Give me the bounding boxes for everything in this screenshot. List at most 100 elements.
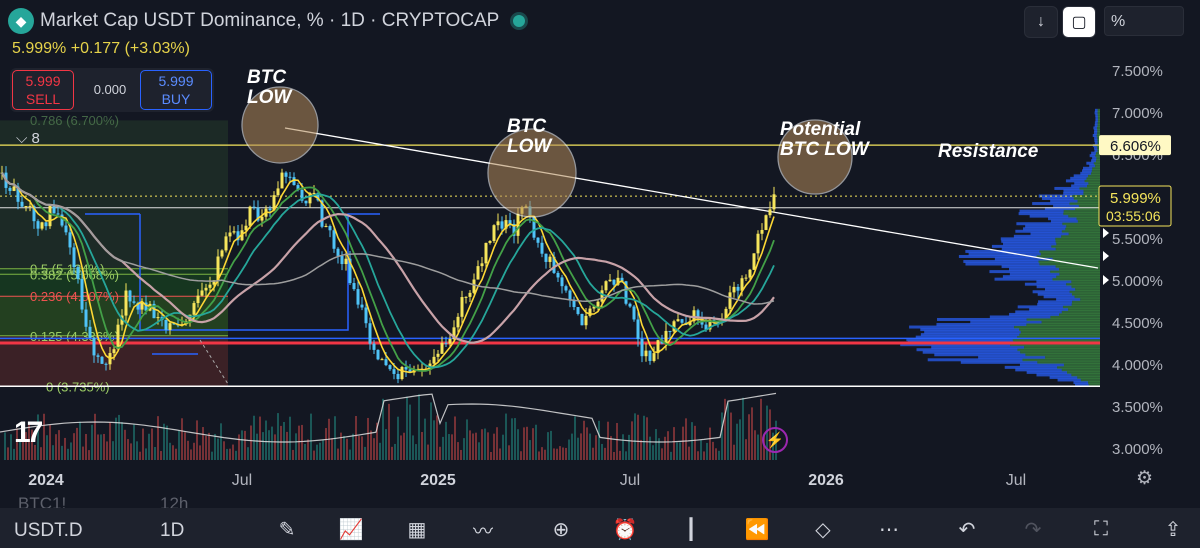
- volume-profile-bar: [1025, 353, 1100, 357]
- sell-label: SELL: [25, 91, 61, 107]
- volume-profile-bar: [965, 262, 1040, 266]
- indicators-toggle[interactable]: ⌵ 8: [16, 130, 40, 147]
- volume-bar: [190, 449, 192, 460]
- candle-body: [360, 304, 364, 308]
- alert-clock-icon[interactable]: ⏰: [612, 518, 638, 541]
- sell-button[interactable]: 5.999 SELL: [12, 70, 74, 110]
- volume-bar: [508, 445, 510, 460]
- volume-profile-bar: [1091, 151, 1097, 155]
- volume-bar: [622, 434, 624, 460]
- candle-body: [296, 185, 300, 190]
- volume-bar: [478, 442, 480, 460]
- indicators-icon[interactable]: 📈: [338, 518, 364, 541]
- volume-bar: [109, 422, 111, 460]
- redo-icon[interactable]: ↷: [1024, 518, 1042, 541]
- volume-bar: [319, 442, 321, 460]
- layers-icon[interactable]: ◇: [815, 518, 831, 541]
- volume-profile-bar: [915, 335, 1018, 339]
- volume-bar: [424, 418, 426, 460]
- volume-profile-bar: [1061, 368, 1100, 372]
- candle-body: [760, 229, 764, 234]
- candle-body: [116, 324, 120, 350]
- volume-bar: [379, 442, 381, 460]
- volume-profile-bar: [1038, 300, 1073, 304]
- volume-profile-bar: [1063, 212, 1100, 216]
- volume-profile-bar: [1026, 370, 1068, 374]
- volume-bar: [544, 449, 546, 460]
- volume-profile-bar: [1073, 380, 1089, 384]
- candle-body: [604, 281, 608, 291]
- volume-profile-bar: [1095, 118, 1098, 122]
- volume-bar: [739, 419, 741, 460]
- compare-icon[interactable]: 〰: [473, 520, 493, 543]
- volume-bar: [517, 429, 519, 460]
- replay-icon[interactable]: ⏪: [744, 518, 770, 541]
- last-price: 5.999%: [12, 40, 67, 57]
- gear-icon[interactable]: ⚙: [1136, 468, 1154, 489]
- volume-profile-bar: [1059, 267, 1100, 271]
- candle-body: [436, 353, 440, 357]
- volume-bar: [292, 449, 294, 460]
- lightning-icon[interactable]: ⚡: [762, 427, 788, 453]
- volume-profile-bar: [1036, 373, 1072, 377]
- more-icon[interactable]: ⋯: [879, 518, 899, 541]
- volume-bar: [385, 429, 387, 460]
- candle-body: [200, 290, 204, 296]
- volume-profile-bar: [1036, 254, 1100, 258]
- volume-profile-bar: [1097, 128, 1100, 132]
- undo-icon[interactable]: ↶: [958, 518, 976, 541]
- volume-bar: [655, 429, 657, 460]
- bottom-toolbar: [0, 508, 1200, 548]
- download-icon[interactable]: ↓: [1024, 6, 1058, 38]
- volume-bar: [400, 435, 402, 460]
- templates-grid-icon[interactable]: ▦: [407, 518, 427, 541]
- volume-bar: [412, 435, 414, 460]
- fullscreen-icon[interactable]: ⛶: [1094, 517, 1108, 540]
- volume-bar: [139, 451, 141, 460]
- timeframe-button[interactable]: 1D: [160, 520, 185, 541]
- volume-bar: [289, 416, 291, 460]
- candle-body: [80, 278, 84, 310]
- resistance-price-tag: [1099, 135, 1171, 156]
- volume-profile-bar: [1010, 343, 1100, 347]
- volume-bar: [712, 441, 714, 460]
- volume-bar: [604, 447, 606, 460]
- candle-body: [388, 365, 392, 370]
- volume-profile-bar: [1097, 139, 1100, 143]
- volume-profile-bar: [1001, 239, 1056, 243]
- candles-icon[interactable]: ┃: [684, 518, 698, 541]
- candle-body: [756, 233, 760, 254]
- y-tick-label: 3.500%: [1112, 399, 1163, 416]
- volume-bar: [310, 413, 312, 460]
- volume-bar: [715, 448, 717, 460]
- volume-bar: [250, 425, 252, 460]
- volume-profile-bar: [1094, 141, 1098, 145]
- rect-icon[interactable]: ▢: [1062, 6, 1096, 38]
- volume-profile-bar: [1059, 312, 1100, 316]
- symbol-button[interactable]: USDT.D: [14, 520, 83, 541]
- buy-button[interactable]: 5.999 BUY: [140, 70, 212, 110]
- candle-body: [132, 301, 136, 303]
- volume-ma-line: [0, 392, 777, 443]
- volume-bar: [40, 447, 42, 460]
- draw-pen-icon[interactable]: ✎: [278, 518, 296, 541]
- share-icon[interactable]: ⇪: [1164, 518, 1182, 541]
- volume-profile-bar: [1088, 181, 1100, 185]
- volume-profile-bar: [1071, 373, 1100, 377]
- chart-title[interactable]: Market Cap USDT Dominance, % · 1D · CRYP…: [40, 10, 500, 31]
- candle-body: [8, 187, 12, 191]
- add-icon[interactable]: ⊕: [552, 518, 570, 541]
- volume-bar: [49, 425, 51, 460]
- volume-profile-bar: [1073, 197, 1100, 201]
- buy-price: 5.999: [158, 73, 194, 89]
- volume-bar: [256, 433, 258, 460]
- candle-body: [24, 206, 28, 208]
- candle-body: [440, 342, 444, 354]
- volume-profile-bar: [1053, 204, 1079, 208]
- volume-bar: [205, 435, 207, 460]
- volume-profile-bar: [1097, 116, 1100, 120]
- resistance-price-label: 6.606%: [1110, 138, 1161, 155]
- candle-body: [628, 303, 632, 307]
- scale-mode-button[interactable]: %: [1104, 6, 1184, 36]
